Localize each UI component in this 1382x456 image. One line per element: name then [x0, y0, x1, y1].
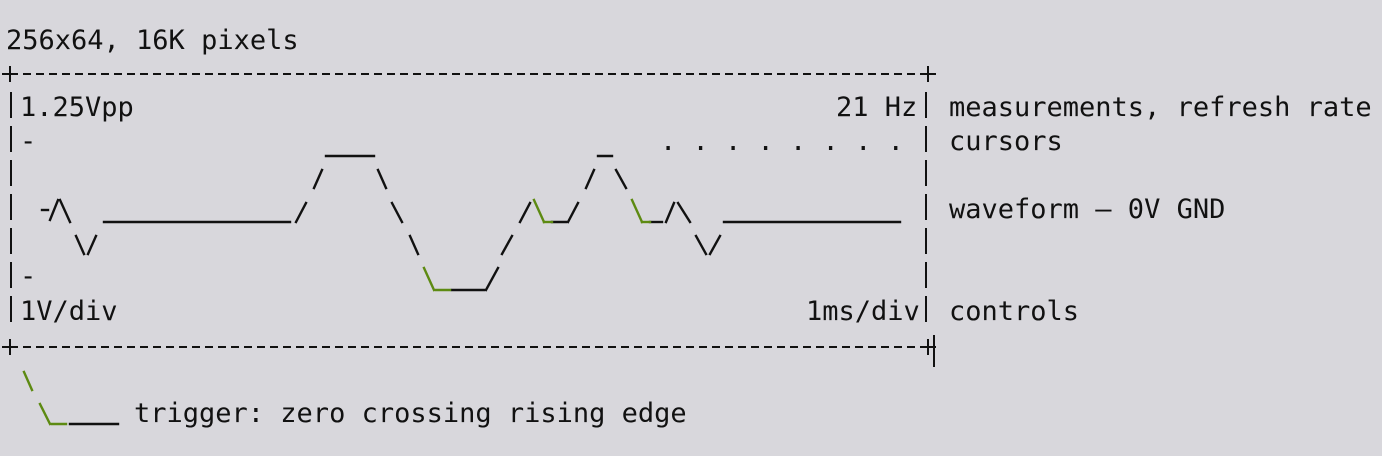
annotation-measurements: measurements, refresh rate: [949, 92, 1372, 123]
screen-top-border: [2, 66, 936, 82]
cursor-mark-top: -: [20, 126, 37, 157]
vpp-measurement: 1.25Vpp: [20, 92, 134, 123]
waveform-trace: [40, 154, 902, 292]
cursor-mark-bottom: -: [20, 261, 37, 292]
trigger-legend-label: trigger: zero crossing rising edge: [134, 398, 687, 429]
screen-side-borders: [10, 92, 927, 330]
cursor-dots: . . . . . . . .: [660, 126, 904, 157]
volts-per-div: 1V/div: [20, 296, 118, 327]
trigger-highlights: [422, 198, 652, 292]
trigger-legend-glyph: [22, 370, 120, 426]
time-per-div: 1ms/div: [806, 296, 920, 327]
annotation-cursors: cursors: [949, 126, 1063, 157]
resolution-label: 256x64, 16K pixels: [6, 25, 299, 56]
annotation-waveform: waveform – 0V GND: [949, 194, 1226, 225]
refresh-rate: 21 Hz: [836, 92, 918, 123]
screen-bottom-border: [2, 335, 936, 367]
annotation-controls: controls: [949, 296, 1080, 327]
